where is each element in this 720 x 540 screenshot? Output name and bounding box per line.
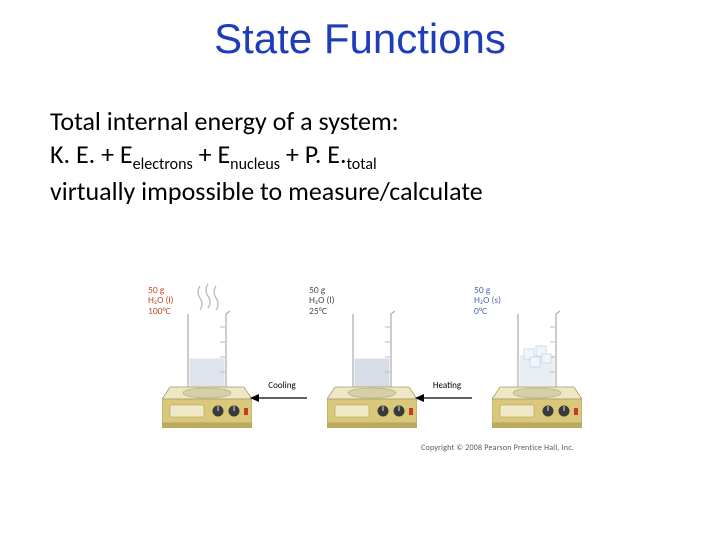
hotplate-icon <box>162 383 252 431</box>
arrow-label: Heating <box>412 380 482 391</box>
beaker-label: 50 gH₂O (s)0°C <box>474 285 501 316</box>
arrow-icon <box>412 391 482 405</box>
beaker-icon <box>347 297 397 382</box>
body-line-1: Total internal energy of a system: <box>50 105 670 138</box>
mid-1: + E <box>193 138 230 170</box>
beaker-label: 50 gH₂O (l)100°C <box>148 285 174 316</box>
sub-electrons: electrons <box>133 155 193 174</box>
mid-2: + P. E. <box>280 138 347 170</box>
beaker-unit: 50 gH₂O (l)100°C <box>150 285 245 445</box>
sub-total: total <box>347 155 377 174</box>
beaker-label: 50 gH₂O (l)25°C <box>309 285 335 316</box>
beaker-icon <box>512 297 562 382</box>
slide-title: State Functions <box>0 15 720 63</box>
body-text: Total internal energy of a system: K. E.… <box>50 105 670 207</box>
process-arrow: Heating <box>412 380 482 410</box>
arrow-icon <box>247 391 317 405</box>
beaker-icon <box>182 297 232 382</box>
figure: 50 gH₂O (l)100°C 50 gH₂O (l)25°C <box>150 285 580 485</box>
hotplate-icon <box>492 383 582 431</box>
slide: State Functions Total internal energy of… <box>0 0 720 540</box>
body-line-3: virtually impossible to measure/calculat… <box>50 175 670 208</box>
body-line-2: K. E. + Eelectrons + Enucleus + P. E.tot… <box>50 138 670 175</box>
copyright-text: Copyright © 2008 Pearson Prentice Hall, … <box>421 443 574 453</box>
hotplate-icon <box>327 383 417 431</box>
label-temp: 25°C <box>309 306 335 316</box>
beaker-unit: 50 gH₂O (l)25°C <box>315 285 410 445</box>
label-temp: 0°C <box>474 306 501 316</box>
arrow-label: Cooling <box>247 380 317 391</box>
label-temp: 100°C <box>148 306 174 316</box>
sub-nucleus: nucleus <box>230 155 280 174</box>
ke-term: K. E. + E <box>50 138 133 170</box>
beaker-unit: 50 gH₂O (s)0°C <box>480 285 575 445</box>
process-arrow: Cooling <box>247 380 317 410</box>
